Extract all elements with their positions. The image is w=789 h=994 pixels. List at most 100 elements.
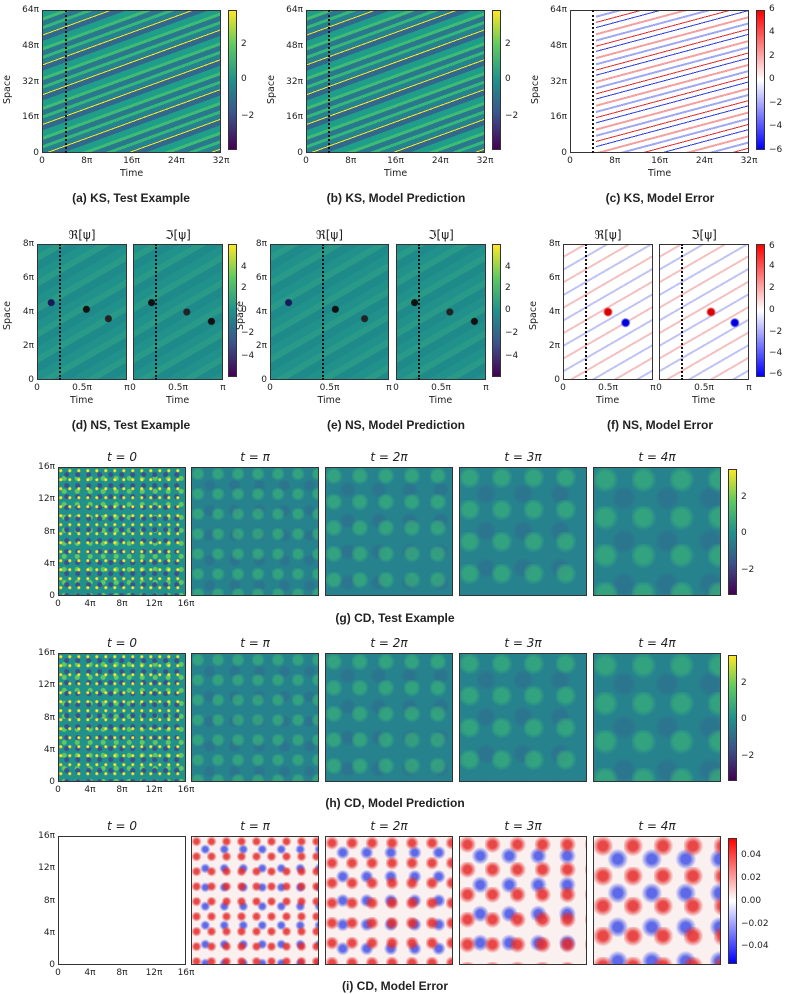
ns-xtick: 0.5π xyxy=(168,383,188,393)
ns-cbar-tick: −6 xyxy=(769,369,783,379)
ks-ylabel: Space xyxy=(2,75,13,104)
ks-cbar-tick: 6 xyxy=(769,4,775,14)
cd-time-title: t = 4π xyxy=(638,819,676,833)
cd-xtick: 12π xyxy=(145,599,163,609)
ns-xlabel: Time xyxy=(692,395,716,406)
ks-ytick: 32π xyxy=(286,76,303,87)
ns-pred-real-split xyxy=(322,244,324,380)
cd-snapshot xyxy=(58,836,186,965)
caption-f: (f) NS, Model Error xyxy=(606,418,714,432)
cd-snapshot xyxy=(325,467,453,596)
ns-pred-imag-split xyxy=(418,244,420,380)
cd-ytick: 4π xyxy=(43,927,55,938)
ks-xlabel: Time xyxy=(120,168,144,179)
cd-xtick: 4π xyxy=(84,785,96,795)
cd-ytick: 12π xyxy=(38,863,55,874)
ks-xlabel: Time xyxy=(648,168,672,179)
cd-cbar-tick: 0 xyxy=(741,714,747,724)
ks-cbar-tick: 0 xyxy=(769,74,775,84)
ks-error-split-line xyxy=(592,10,594,153)
cd-cbar-tick: −2 xyxy=(741,751,755,761)
cd-snapshot xyxy=(459,653,587,782)
cd-time-title: t = 0 xyxy=(106,819,138,833)
cd-time-title: t = 4π xyxy=(638,450,676,464)
ks-ytick: 0 xyxy=(297,148,303,158)
cd-snapshot xyxy=(58,653,186,782)
ks-cbar-tick: −6 xyxy=(769,145,783,155)
cd-time-title: t = 4π xyxy=(638,636,676,650)
ns-cbar-tick: −4 xyxy=(241,351,255,361)
ks-error-heatmap xyxy=(570,10,749,153)
ks-xtick: 32π xyxy=(476,156,494,166)
ks-ytick: 16π xyxy=(22,112,39,123)
ks-pred-heatmap xyxy=(306,10,485,153)
ks-xtick: 24π xyxy=(431,156,449,166)
ks-xtick: 8π xyxy=(81,156,93,166)
ns-cbar-tick: 4 xyxy=(241,262,247,272)
ns-ytick: 6π xyxy=(255,273,267,283)
ks-test-split-line xyxy=(65,10,67,153)
ks-pred-split-line xyxy=(328,10,330,153)
ns-ytick: 2π xyxy=(22,341,34,351)
ks-test-colorbar xyxy=(228,10,237,150)
ns-cbar-tick: 2 xyxy=(241,283,247,293)
ns-ytick: 0 xyxy=(261,375,267,385)
cd-cbar-tick: −0.04 xyxy=(741,941,769,951)
ns-xlabel: Time xyxy=(317,395,341,406)
ks-cbar-tick: 4 xyxy=(769,27,775,37)
ks-ytick: 64π xyxy=(550,5,567,15)
ns-xlabel: Time xyxy=(596,395,620,406)
cd-ytick: 16π xyxy=(38,462,55,472)
ks-xtick: 32π xyxy=(740,156,758,166)
ks-ytick: 0 xyxy=(561,148,567,158)
ks-ytick: 64π xyxy=(22,5,39,15)
ks-ytick: 48π xyxy=(550,40,567,51)
ks-ytick: 64π xyxy=(286,5,303,15)
ns-xtick: 0 xyxy=(393,383,399,393)
cd-ytick: 8π xyxy=(43,526,55,537)
ns-error-imag xyxy=(659,244,749,380)
cd-ytick: 4π xyxy=(43,558,55,569)
ns-panel-title: ℜ[ψ] xyxy=(68,228,96,242)
cd-time-title: t = 3π xyxy=(504,450,542,464)
ns-panel-title: ℜ[ψ] xyxy=(594,228,622,242)
ns-ytick: 4π xyxy=(548,307,560,317)
cd-time-title: t = 2π xyxy=(370,819,408,833)
ns-ylabel: Space xyxy=(528,301,539,330)
cd-time-title: t = π xyxy=(240,450,270,464)
ns-xtick: 0.5π xyxy=(598,383,618,393)
ns-cbar-tick: 2 xyxy=(769,283,775,293)
cd-cbar-tick: −0.02 xyxy=(741,919,769,929)
cd-snapshot xyxy=(325,836,453,965)
ns-test-imag-split xyxy=(155,244,157,380)
cd-xtick: 16π xyxy=(177,968,195,978)
ks-cbar-tick: 2 xyxy=(241,39,247,49)
ns-cbar-tick: −2 xyxy=(769,327,783,337)
ns-test-imag xyxy=(133,244,223,380)
cd-ytick: 12π xyxy=(38,680,55,691)
ks-ytick: 48π xyxy=(286,40,303,51)
ns-cbar-tick: 4 xyxy=(505,262,511,272)
ns-cbar-tick: 2 xyxy=(505,283,511,293)
cd-snapshot xyxy=(191,467,319,596)
ns-error-imag-split xyxy=(681,244,683,380)
caption-d: (d) NS, Test Example xyxy=(71,418,191,432)
cd-cbar-tick: 0.00 xyxy=(741,896,762,906)
cd-snapshot xyxy=(191,653,319,782)
ns-xtick: 0.5π xyxy=(431,383,451,393)
cd-time-title: t = 2π xyxy=(370,636,408,650)
cd-xtick: 4π xyxy=(84,968,96,978)
ns-xtick: 0.5π xyxy=(72,383,92,393)
cd-snapshot xyxy=(191,836,319,965)
ns-cbar-tick: 0 xyxy=(241,305,247,315)
caption-a: (a) KS, Test Example xyxy=(72,191,190,205)
ks-cbar-tick: 2 xyxy=(769,51,775,61)
ns-cbar-tick: −2 xyxy=(241,328,255,338)
cd-cbar-tick: 2 xyxy=(741,678,747,688)
ns-ytick: 4π xyxy=(22,307,34,317)
cd-ytick: 12π xyxy=(38,494,55,505)
cd-ytick: 4π xyxy=(43,744,55,755)
ks-xtick: 24π xyxy=(167,156,185,166)
ns-cbar-tick: −4 xyxy=(505,351,519,361)
cd-xtick: 4π xyxy=(84,599,96,609)
